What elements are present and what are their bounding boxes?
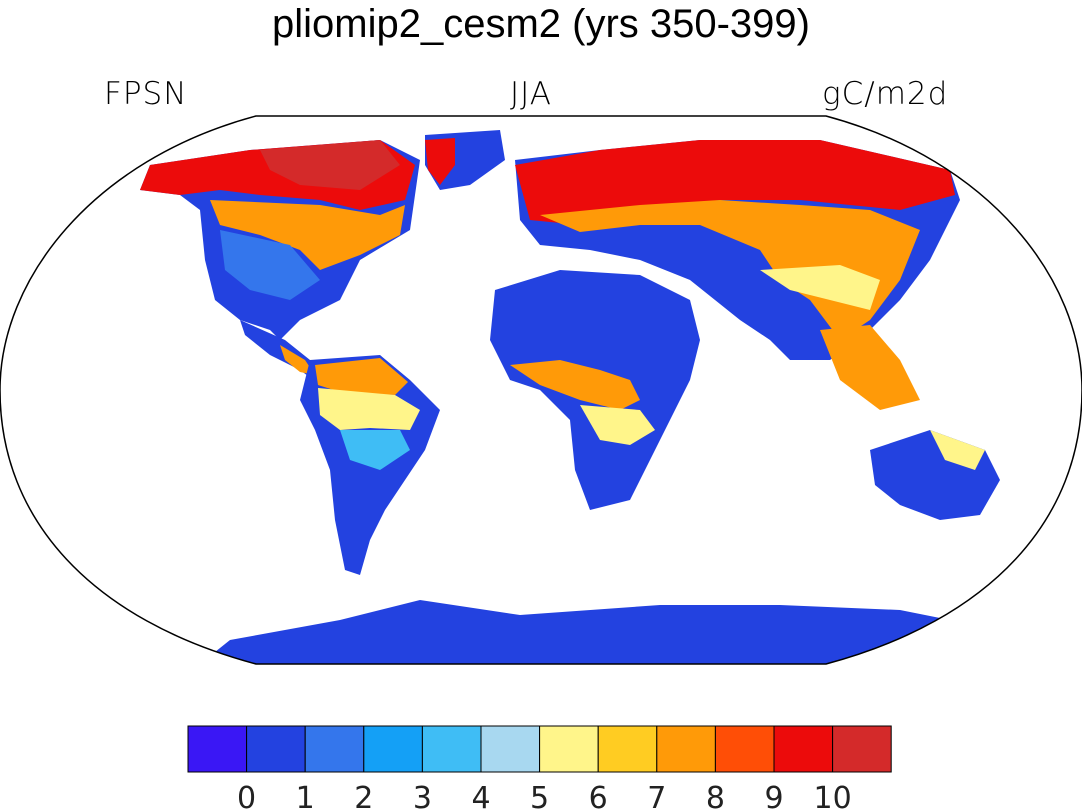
colorbar-tick-label: 2 [354,781,373,812]
colorbar-swatch [714,725,775,773]
colorbar-swatch [539,725,599,773]
north-america-darkred [260,140,400,190]
colorbar-tick-label: 9 [764,781,783,812]
season-label: JJA [510,76,552,112]
colorbar-tick-label: 7 [647,781,666,812]
central-america-orange [280,345,315,375]
greenland-red [425,138,455,185]
south-america-orange [315,358,408,395]
australia-land [870,430,1000,520]
eurasia-yellow [760,265,880,310]
map-frame [0,115,1082,665]
south-america-yellow [318,388,420,430]
africa-yellow [580,405,655,445]
south-america-light [340,430,410,470]
variable-label: FPSN [104,76,188,112]
colorbar-tick-label: 1 [296,781,315,812]
colorbar-tick-label: 8 [706,781,725,812]
colorbar-swatch [773,725,834,773]
colorbar-tick-label: 3 [413,781,432,812]
eurasia-red [515,140,955,225]
map-land-layer [140,130,1000,664]
africa-orange [510,360,640,410]
map-title: pliomip2_cesm2 (yrs 350-399) [271,2,810,46]
units-label: gC/m2d [822,76,949,112]
antarctica-land [200,600,1000,664]
colorbar-labels: 0 1 2 3 4 5 6 7 8 9 10 [237,781,852,812]
colorbar-swatch [421,725,482,773]
colorbar-swatch [363,725,423,773]
north-america-light [220,230,320,300]
colorbar-swatch [597,725,658,773]
colorbar-tick-label: 4 [471,781,490,812]
colorbar-swatch [304,725,365,773]
north-america-orange [210,200,405,270]
australia-yellow [930,430,985,470]
colorbar-swatch [187,725,248,773]
southeast-asia-orange [820,325,920,410]
colorbar-tick-label: 6 [589,781,608,812]
colorbar-swatch [832,725,892,773]
colorbar-tick-label: 0 [237,781,256,812]
colorbar-tick-label: 10 [814,781,852,812]
colorbar-tick-label: 5 [530,781,549,812]
colorbar-swatch [480,725,541,773]
colorbar-swatch [656,725,716,773]
colorbar-swatch [246,725,306,773]
colorbar [187,725,892,773]
eurasia-orange [540,200,920,340]
